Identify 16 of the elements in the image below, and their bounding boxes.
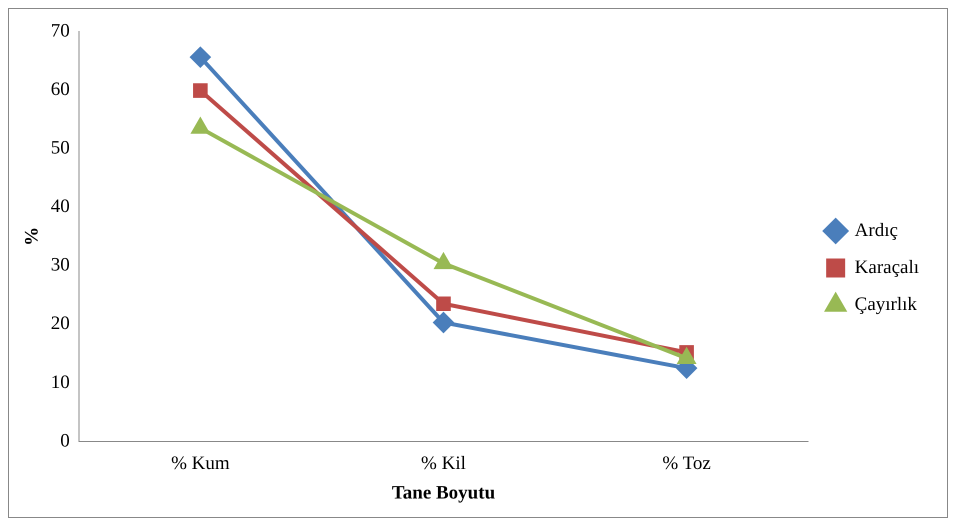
y-axis-title: % — [21, 226, 42, 246]
y-tick-label: 30 — [50, 254, 70, 276]
y-tick-label: 40 — [50, 196, 70, 218]
y-tick-label: 0 — [60, 430, 70, 452]
legend-label: Çayırlık — [854, 294, 918, 315]
y-tick-label: 60 — [50, 78, 70, 100]
x-tick-label: % Toz — [662, 452, 711, 474]
legend-label: Ardıç — [854, 220, 898, 241]
y-tick-label: 20 — [50, 313, 70, 334]
x-tick-label: % Kil — [421, 452, 466, 474]
y-tick-label: 10 — [50, 372, 70, 393]
x-axis-title: Tane Boyutu — [392, 482, 496, 504]
x-tick-label: % Kum — [171, 452, 230, 474]
y-tick-label: 50 — [50, 138, 70, 159]
legend-label: Karaçalı — [854, 256, 920, 278]
y-tick-label: 70 — [50, 20, 70, 42]
